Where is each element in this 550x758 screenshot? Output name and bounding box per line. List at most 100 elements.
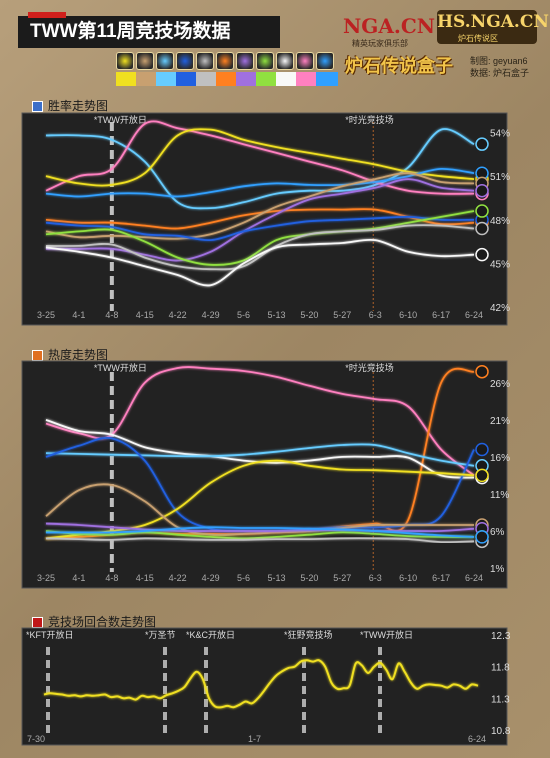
popularity-chart: 26% 21% 16% 11% 6% 1% 3-25 4-1 4-8 4-15 4-22 4-29 5-… (21, 360, 510, 589)
y-tick-label: 11% (490, 490, 509, 501)
x-tick-label: 4-8 (105, 310, 118, 320)
annotation-label: *KFT开放日 (26, 629, 74, 640)
credit-source: 数据: 炉石盒子 (470, 68, 530, 78)
credit-author: 制图: geyuan6 (470, 56, 528, 66)
series-line (45, 530, 475, 540)
series-line (45, 215, 475, 242)
warrior-icon (296, 52, 314, 70)
title-accent-bar (28, 12, 66, 18)
druid-icon (116, 52, 134, 70)
y-tick-label: 26% (490, 379, 510, 390)
x-tick-label: 3-25 (37, 573, 55, 583)
y-tick-label: 1% (490, 564, 505, 575)
x-tick-label: 6-24 (465, 310, 483, 320)
rogue-icon (216, 52, 234, 70)
series-line (45, 526, 475, 538)
x-tick-label: 4-29 (202, 573, 220, 583)
rounds-chart: 12.3 11.8 11.3 10.8 *KFT开放日 *万圣节 *K&C开放日 *狂野竞技场… (21, 627, 511, 746)
y-tick-label: 11.3 (491, 694, 510, 705)
class-end-badge (475, 468, 489, 483)
x-tick-label: 7-30 (27, 734, 45, 744)
series-line (45, 483, 474, 536)
x-tick-label: 6-17 (432, 310, 450, 320)
class-color-swatch (316, 72, 338, 86)
x-tick-label: 6-24 (468, 734, 486, 744)
class-color-swatch (236, 72, 258, 86)
series-line (45, 172, 475, 240)
class-end-badge (475, 221, 489, 236)
series-line (45, 120, 475, 195)
winrate-section-title: 胜率走势图 (32, 97, 108, 114)
section-marker (32, 101, 43, 113)
x-tick-label: 4-15 (136, 310, 154, 320)
hs-nga-logo: HS.NGA.CN (437, 10, 549, 44)
y-tick-label: 42% (490, 303, 510, 314)
class-end-badge (475, 247, 489, 262)
x-tick-label: 5-27 (333, 573, 351, 583)
y-tick-label: 12.3 (491, 631, 511, 642)
class-color-swatch (256, 72, 278, 86)
x-tick-label: 4-22 (169, 310, 187, 320)
x-tick-label: 5-13 (267, 573, 285, 583)
shaman-icon (256, 52, 274, 70)
annotation-label: *时光竞技场 (345, 114, 394, 125)
class-color-swatch (136, 72, 158, 86)
annotation-label: *狂野竞技场 (284, 629, 333, 640)
x-tick-label: 4-8 (105, 573, 118, 583)
x-tick-label: 6-10 (399, 573, 417, 583)
page-title-text: TWW第11周竞技场数据 (30, 21, 231, 42)
annotation-label: *K&C开放日 (186, 629, 235, 640)
x-tick-label: 6-17 (432, 573, 450, 583)
y-tick-label: 54% (490, 129, 510, 140)
hearthstone-box-logo: 炉石传说盒子 (345, 56, 453, 77)
x-tick-label: 4-1 (72, 310, 85, 320)
class-color-swatch (216, 72, 238, 86)
x-tick-label: 5-13 (267, 310, 285, 320)
series-line (45, 238, 475, 287)
x-tick-label: 4-29 (202, 310, 220, 320)
paladin-icon (176, 52, 194, 70)
x-tick-label: 5-6 (237, 573, 250, 583)
class-color-swatch (296, 72, 318, 86)
hunter-icon (136, 52, 154, 70)
nga-logo: NGA.CN (343, 14, 436, 38)
series-line (45, 366, 475, 477)
x-tick-label: 4-22 (169, 573, 187, 583)
demonhunter-icon (276, 52, 294, 70)
x-tick-label: 5-20 (300, 573, 318, 583)
class-color-swatch (196, 72, 218, 86)
series-line (45, 128, 475, 187)
credits: 制图: geyuan6 数据: 炉石盒子 (470, 55, 529, 79)
series-line (45, 522, 475, 533)
y-tick-label: 6% (490, 527, 505, 538)
x-tick-label: 6-10 (399, 310, 417, 320)
class-end-badge (475, 364, 489, 379)
class-color-swatch (156, 72, 178, 86)
annotation-label: *万圣节 (145, 630, 176, 640)
x-tick-label: 6-24 (465, 573, 483, 583)
y-tick-label: 21% (490, 416, 510, 427)
series-line (45, 210, 475, 266)
mage-icon (156, 52, 174, 70)
series-line (45, 459, 475, 540)
series-line (45, 224, 475, 271)
annotation-label: *TWW开放日 (94, 362, 147, 373)
priest-icon (196, 52, 214, 70)
series-line (45, 167, 475, 198)
x-tick-label: 5-20 (300, 310, 318, 320)
annotation-label: *时光竞技场 (345, 362, 394, 373)
annotation-label: *TWW开放日 (94, 114, 147, 125)
class-end-badge (475, 183, 489, 198)
series-line (45, 537, 475, 544)
class-end-badge (475, 530, 489, 544)
y-tick-label: 11.8 (491, 663, 510, 674)
winrate-chart: 54% 51% 48% 45% 42% 3-25 4-1 4-8 4-15 4-22 4-29 5-6… (21, 112, 510, 326)
x-tick-label: 4-1 (72, 573, 85, 583)
y-tick-label: 45% (490, 259, 510, 270)
y-tick-label: 48% (490, 216, 510, 227)
class-end-badge (475, 204, 489, 218)
class-color-swatch (116, 72, 138, 86)
x-tick-label: 6-3 (369, 573, 382, 583)
class-end-badge (475, 442, 489, 457)
